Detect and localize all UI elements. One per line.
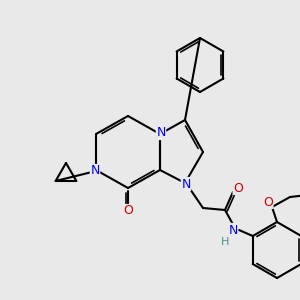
Text: O: O [233, 182, 243, 194]
Text: N: N [156, 127, 166, 140]
Text: O: O [263, 196, 273, 208]
Text: O: O [123, 205, 133, 218]
Text: N: N [181, 178, 191, 190]
Text: N: N [90, 164, 100, 178]
Text: N: N [228, 224, 238, 236]
Text: H: H [221, 237, 229, 247]
